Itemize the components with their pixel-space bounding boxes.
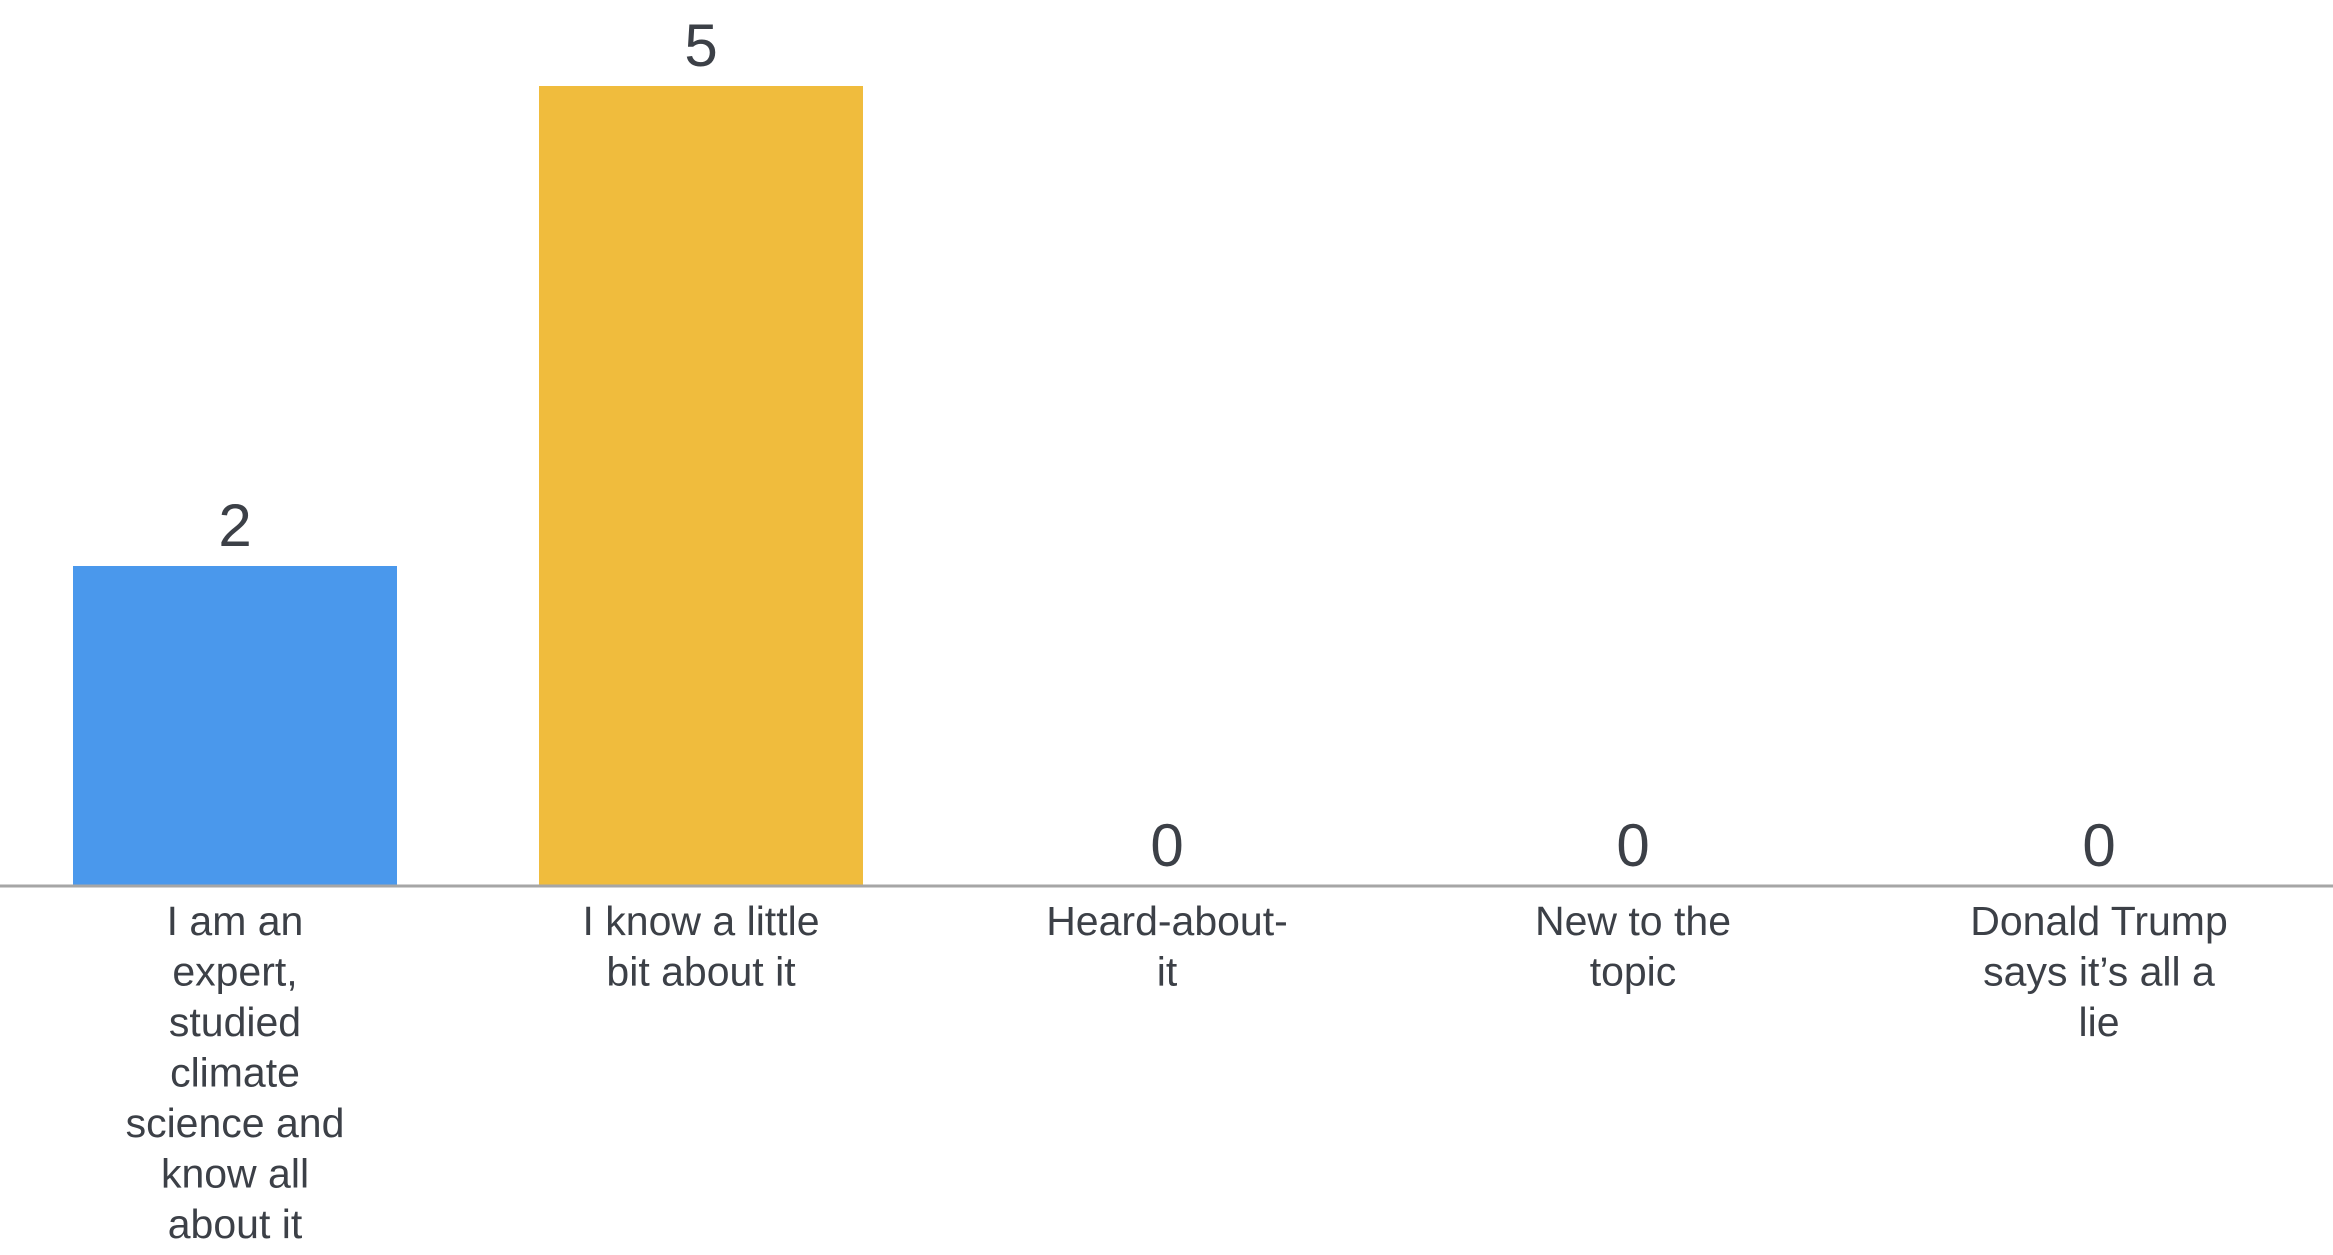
category-label-1-line-4: climate: [170, 1050, 300, 1096]
category-label-2: I know a little bit about it: [583, 898, 820, 995]
bar-2: [539, 86, 863, 886]
category-label-1-line-5: science and: [126, 1100, 345, 1146]
bar-1: [73, 566, 397, 886]
value-label-5: 0: [2082, 812, 2115, 879]
value-label-1: 2: [218, 492, 251, 559]
value-label-3: 0: [1150, 812, 1183, 879]
value-labels-layer: 2 5 0 0 0: [218, 12, 2115, 879]
category-label-3-line-1: Heard-about-: [1046, 898, 1288, 944]
category-label-4-line-2: topic: [1590, 949, 1677, 995]
category-label-5-line-1: Donald Trump: [1970, 898, 2228, 944]
category-label-2-line-2: bit about it: [606, 949, 796, 995]
category-label-1-line-6: know all: [161, 1151, 309, 1197]
value-label-2: 5: [684, 12, 717, 79]
category-label-1-line-1: I am an: [167, 898, 304, 944]
category-label-3: Heard-about-it: [1046, 898, 1288, 995]
category-label-5: Donald Trump says it’s all a lie: [1970, 898, 2228, 1045]
category-label-5-line-3: lie: [2078, 999, 2119, 1045]
category-label-4-line-1: New to the: [1535, 898, 1731, 944]
category-label-1-line-3: studied: [169, 999, 301, 1045]
value-label-4: 0: [1616, 812, 1649, 879]
category-label-3-line-2: it: [1157, 949, 1178, 995]
category-label-1-line-2: expert,: [172, 949, 297, 995]
category-label-1-line-7: about it: [168, 1201, 303, 1247]
category-labels-layer: I am an expert, studied climate science and k…: [126, 898, 2228, 1247]
category-label-2-line-1: I know a little: [583, 898, 820, 944]
category-label-4: New to the topic: [1535, 898, 1731, 995]
category-label-5-line-2: says it’s all a: [1983, 949, 2215, 995]
bars-layer: [73, 86, 863, 886]
category-label-1: I am an expert, studied climate science and k…: [126, 898, 345, 1247]
